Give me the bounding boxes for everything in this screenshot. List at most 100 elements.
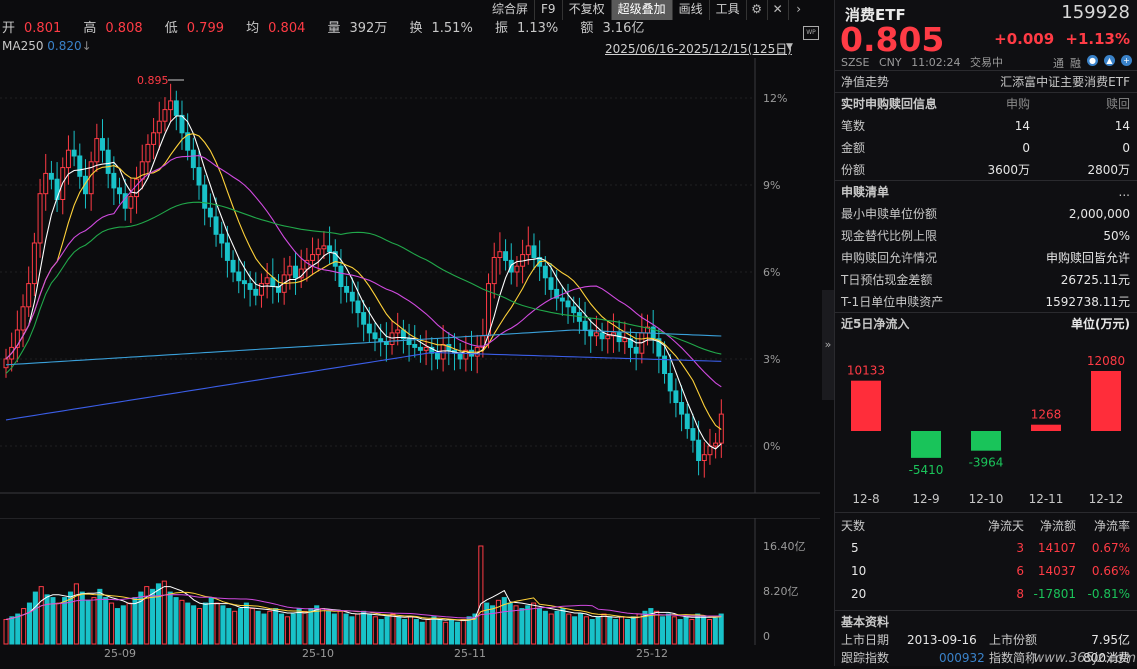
volume-bar bbox=[243, 602, 249, 645]
ma-value: 0.820 bbox=[47, 39, 82, 53]
volume-bar bbox=[536, 608, 543, 645]
candle bbox=[417, 346, 423, 351]
volume-bar bbox=[396, 616, 402, 645]
net-inflow-chart: 10133 12-8 -5410 12-9 -3964 12-10 1268 12-11 120… bbox=[847, 354, 1125, 506]
volume-bar bbox=[67, 591, 74, 645]
tab-draw-line[interactable]: 画线 bbox=[673, 0, 710, 20]
inflow-value-label: 10133 bbox=[847, 364, 885, 378]
volume-bar bbox=[126, 602, 132, 645]
volume-bar bbox=[38, 586, 44, 645]
row-redeem: 14 bbox=[1114, 119, 1130, 133]
alert-icon[interactable]: ▲ bbox=[1104, 55, 1115, 66]
cell-flowdays: 3 bbox=[1016, 541, 1024, 555]
y-tick-label: 12% bbox=[763, 92, 787, 105]
range-dropdown-icon[interactable]: ▼ bbox=[786, 42, 793, 52]
pcf-more-button[interactable]: ... bbox=[1118, 185, 1130, 199]
tab-super-overlay[interactable]: 超级叠加 bbox=[611, 0, 673, 20]
row-subscribe: 14 bbox=[1014, 119, 1030, 133]
inflow-title: 近5日净流入 bbox=[841, 317, 910, 331]
tab-tools[interactable]: 工具 bbox=[710, 0, 747, 20]
cell-rate: -0.81% bbox=[1087, 587, 1130, 601]
candle bbox=[230, 259, 236, 273]
volume-bar bbox=[613, 619, 619, 645]
change-value: +0.009 bbox=[994, 30, 1055, 48]
pin-icon[interactable]: ● bbox=[1087, 55, 1098, 66]
volume-bar bbox=[349, 616, 355, 645]
plot-background bbox=[0, 58, 755, 493]
candle bbox=[264, 277, 270, 285]
volume-bar bbox=[630, 616, 636, 645]
date-range[interactable]: 2025/06/16-2025/12/15(125日) bbox=[605, 42, 792, 56]
candle bbox=[434, 352, 440, 360]
tab-no-adjust[interactable]: 不复权 bbox=[563, 0, 612, 20]
candle bbox=[571, 306, 577, 314]
tracking-index-link[interactable]: 000932 bbox=[939, 651, 985, 665]
avg-value: 0.804 bbox=[268, 21, 306, 36]
tracking-index-label: 跟踪指数 bbox=[841, 651, 890, 665]
row-subscribe: 0 bbox=[1022, 141, 1030, 155]
collapse-panel-button[interactable]: » bbox=[822, 290, 834, 400]
close-icon[interactable]: ✕ bbox=[768, 0, 789, 20]
realtime-creation-section: 实时申购赎回信息 申购 赎回 笔数 14 14 金额 0 0 份额 3600万 … bbox=[835, 92, 1137, 181]
volume-bar bbox=[79, 591, 85, 645]
candle bbox=[605, 335, 611, 340]
cell-rate: 0.67% bbox=[1091, 541, 1130, 555]
volume-bar bbox=[484, 602, 490, 645]
chevron-right-icon[interactable]: › bbox=[796, 2, 802, 16]
volume-bar bbox=[44, 594, 50, 645]
candle bbox=[559, 297, 565, 302]
volume-bar bbox=[284, 616, 290, 645]
candle bbox=[321, 245, 327, 250]
tab-f9[interactable]: F9 bbox=[535, 0, 563, 20]
wp-icon[interactable]: WP bbox=[803, 26, 819, 40]
volume-bar bbox=[32, 591, 38, 645]
pcf-label: T-1日单位申赎资产 bbox=[841, 295, 944, 309]
watermark: www.365jz.com bbox=[1033, 651, 1136, 666]
volume-bar bbox=[525, 605, 531, 645]
candle bbox=[701, 454, 707, 462]
volume-bar bbox=[167, 591, 173, 645]
volume-bar bbox=[677, 619, 683, 645]
security-tags: 通 融 ● ▲ + bbox=[1053, 55, 1132, 71]
candle bbox=[713, 442, 719, 447]
tab-overview[interactable]: 综合屏 bbox=[486, 0, 536, 20]
volume-bar bbox=[320, 608, 326, 645]
volume-bar bbox=[109, 602, 115, 645]
ma120-line bbox=[5, 329, 722, 366]
inflow-bar bbox=[1031, 424, 1061, 431]
open-label: 开 bbox=[2, 21, 16, 36]
inflow-unit: 单位(万元) bbox=[1071, 317, 1130, 331]
cell-flowdays: 6 bbox=[1016, 564, 1024, 578]
candle bbox=[423, 346, 429, 351]
candle bbox=[82, 175, 88, 195]
tag-rong: 融 bbox=[1070, 57, 1081, 70]
pcf-row: T-1日单位申赎资产 1592738.11元 bbox=[841, 291, 1130, 313]
pcf-label: 最小申赎单位份额 bbox=[841, 207, 938, 221]
candle bbox=[156, 120, 162, 134]
volume-bar bbox=[73, 583, 79, 645]
add-icon[interactable]: + bbox=[1121, 55, 1132, 66]
volume-bar bbox=[26, 602, 33, 645]
quote-panel: 消费ETF 159928 0.805 +0.009 +1.13% SZSE CN… bbox=[834, 0, 1137, 666]
volume-bar bbox=[226, 608, 232, 645]
candle bbox=[287, 265, 293, 276]
pcf-label: T日预估现金差额 bbox=[841, 273, 933, 287]
pcf-label: 申购赎回允许情况 bbox=[841, 251, 938, 265]
volume-bar bbox=[390, 613, 396, 645]
candle bbox=[656, 338, 662, 357]
open-value: 0.801 bbox=[24, 21, 62, 36]
currency: CNY bbox=[878, 56, 902, 69]
y-tick-label: 6% bbox=[763, 266, 780, 279]
security-name: 消费ETF bbox=[845, 6, 906, 24]
candle bbox=[395, 329, 401, 334]
nav-row[interactable]: 净值走势 汇添富中证主要消费ETF bbox=[835, 70, 1137, 93]
volume-bar bbox=[331, 613, 337, 645]
candle bbox=[190, 149, 196, 169]
gear-icon[interactable]: ⚙ bbox=[747, 0, 768, 20]
candle bbox=[236, 271, 242, 282]
amplitude-value: 1.13% bbox=[516, 21, 559, 36]
listing-date: 2013-09-16 bbox=[907, 633, 977, 647]
date-tick: 25-12 bbox=[636, 647, 668, 660]
candle bbox=[355, 300, 361, 314]
candle bbox=[684, 413, 690, 430]
